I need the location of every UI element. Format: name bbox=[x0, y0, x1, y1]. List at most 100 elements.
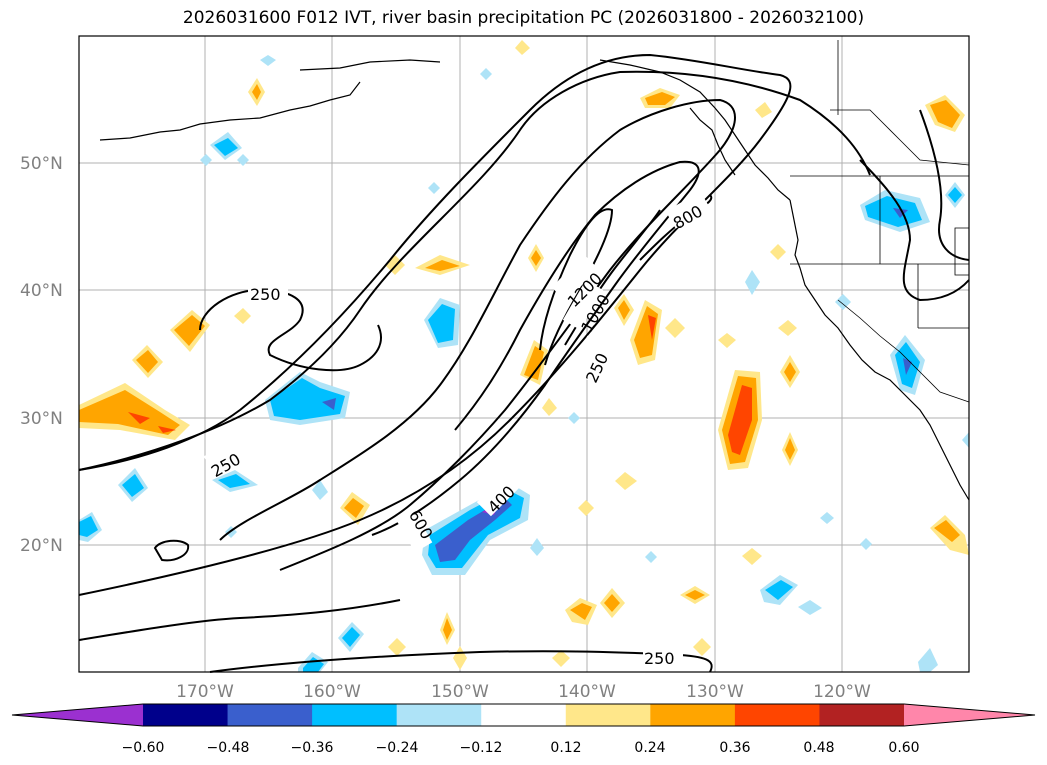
precip-blob bbox=[765, 580, 793, 600]
precip-blob bbox=[930, 100, 960, 128]
colorbar-tick-label: 0.36 bbox=[719, 740, 750, 756]
contour-label: 250 bbox=[644, 649, 675, 668]
precip-blob bbox=[665, 318, 685, 338]
precip-blob bbox=[860, 538, 872, 550]
longitude-labels: 170°W 160°W 150°W 140°W 130°W 120°W bbox=[176, 682, 871, 702]
colorbar-tick-label: 0.24 bbox=[634, 740, 665, 756]
lon-label-140w: 140°W bbox=[558, 682, 616, 702]
precip-blob bbox=[798, 600, 822, 615]
colorbar-tick-label: −0.48 bbox=[207, 740, 250, 756]
lon-label-120w: 120°W bbox=[813, 682, 871, 702]
precip-blob bbox=[785, 438, 795, 460]
precip-blob bbox=[778, 320, 797, 336]
colorbar-extend-max bbox=[904, 704, 1035, 726]
precip-blob bbox=[312, 480, 328, 500]
precip-blob bbox=[428, 304, 455, 343]
precip-blob bbox=[578, 500, 594, 516]
precip-blob bbox=[515, 40, 530, 55]
precip-blob bbox=[934, 520, 960, 542]
colorbar-outline bbox=[11, 703, 1036, 727]
colorbar-tick-label: −0.24 bbox=[376, 740, 419, 756]
ivt-contours bbox=[78, 53, 970, 673]
ivt-contour-250-loop bbox=[199, 288, 382, 372]
contour-labels: 250 250 250 250 600 400 800 1000 1200 bbox=[203, 191, 711, 668]
precip-blob bbox=[718, 333, 736, 348]
precip-blob bbox=[570, 603, 592, 620]
precip-blob bbox=[234, 308, 251, 324]
ivt-contour-250-outer bbox=[78, 53, 792, 596]
precip-blob bbox=[122, 474, 144, 497]
precip-blob bbox=[443, 618, 452, 640]
precip-blob bbox=[728, 385, 752, 455]
colorbar-segment bbox=[734, 704, 820, 726]
latitude-labels: 50°N 40°N 30°N 20°N bbox=[20, 154, 63, 556]
precip-blob bbox=[200, 154, 212, 166]
colorbar-tick-label: 0.12 bbox=[550, 740, 581, 756]
lon-label-150w: 150°W bbox=[431, 682, 489, 702]
precip-blob bbox=[322, 398, 336, 410]
colorbar-segment bbox=[227, 704, 313, 726]
colorbar-tick-labels: −0.60 −0.48 −0.36 −0.24 −0.12 0.12 0.24 … bbox=[122, 740, 920, 756]
precip-blob bbox=[835, 294, 851, 310]
precip-blob bbox=[645, 92, 675, 105]
contour-label: 250 bbox=[250, 285, 281, 304]
precip-blob bbox=[79, 516, 98, 537]
precip-blob bbox=[237, 154, 249, 166]
precip-blob bbox=[428, 182, 440, 194]
colorbar-tick-label: 0.48 bbox=[803, 740, 834, 756]
colorbar bbox=[11, 703, 1036, 727]
precip-blob bbox=[770, 244, 786, 260]
colorbar-segment bbox=[565, 704, 651, 726]
precip-blob bbox=[158, 426, 176, 433]
precip-blob bbox=[918, 648, 938, 672]
coastlines bbox=[99, 59, 970, 501]
ivt-contour-small-loop bbox=[153, 539, 190, 562]
lat-label-40n: 40°N bbox=[20, 281, 63, 301]
precip-blob bbox=[136, 350, 158, 373]
precip-blob bbox=[645, 551, 657, 563]
lon-label-170w: 170°W bbox=[176, 682, 234, 702]
colorbar-tick-label: −0.60 bbox=[122, 740, 165, 756]
lon-label-130w: 130°W bbox=[686, 682, 744, 702]
colorbar-segment bbox=[143, 704, 229, 726]
precip-blob bbox=[693, 638, 711, 656]
map-title: 2026031600 F012 IVT, river basin precipi… bbox=[182, 8, 865, 28]
precip-blob bbox=[542, 398, 557, 416]
precip-blob bbox=[820, 512, 834, 524]
precip-blob bbox=[344, 498, 364, 518]
ivt-contour-250-east2 bbox=[859, 159, 970, 302]
precip-blob bbox=[784, 362, 796, 382]
precip-blob bbox=[615, 472, 637, 490]
ivt-contour-250-west bbox=[78, 70, 871, 471]
precip-blob bbox=[865, 196, 922, 227]
precip-blob bbox=[531, 250, 541, 266]
precip-blob bbox=[270, 378, 345, 420]
precip-blob bbox=[480, 68, 492, 80]
precip-blob bbox=[388, 638, 406, 656]
ivt-contour-600 bbox=[371, 160, 700, 536]
precip-blob bbox=[174, 315, 205, 346]
colorbar-segment bbox=[312, 704, 398, 726]
precip-blob bbox=[604, 594, 620, 612]
precip-blob bbox=[342, 627, 360, 647]
precip-positive-fills bbox=[79, 40, 969, 670]
colorbar-segment bbox=[396, 704, 482, 726]
lon-label-160w: 160°W bbox=[303, 682, 361, 702]
precip-blob bbox=[252, 84, 261, 100]
precip-blob bbox=[568, 412, 580, 424]
ivt-contour-250-bottom bbox=[209, 650, 713, 673]
ivt-contour-400 bbox=[219, 98, 736, 571]
precip-blob bbox=[218, 474, 250, 488]
precip-blob bbox=[530, 538, 544, 556]
precip-blob bbox=[618, 300, 630, 320]
precip-blob bbox=[453, 646, 467, 670]
precip-blob bbox=[524, 346, 544, 380]
precip-blob bbox=[260, 55, 276, 66]
precip-blob bbox=[893, 208, 908, 218]
precip-blob bbox=[755, 102, 772, 118]
precip-blob bbox=[685, 590, 705, 600]
precip-blob bbox=[128, 412, 150, 424]
colorbar-segment bbox=[481, 704, 567, 726]
lat-label-50n: 50°N bbox=[20, 154, 63, 174]
